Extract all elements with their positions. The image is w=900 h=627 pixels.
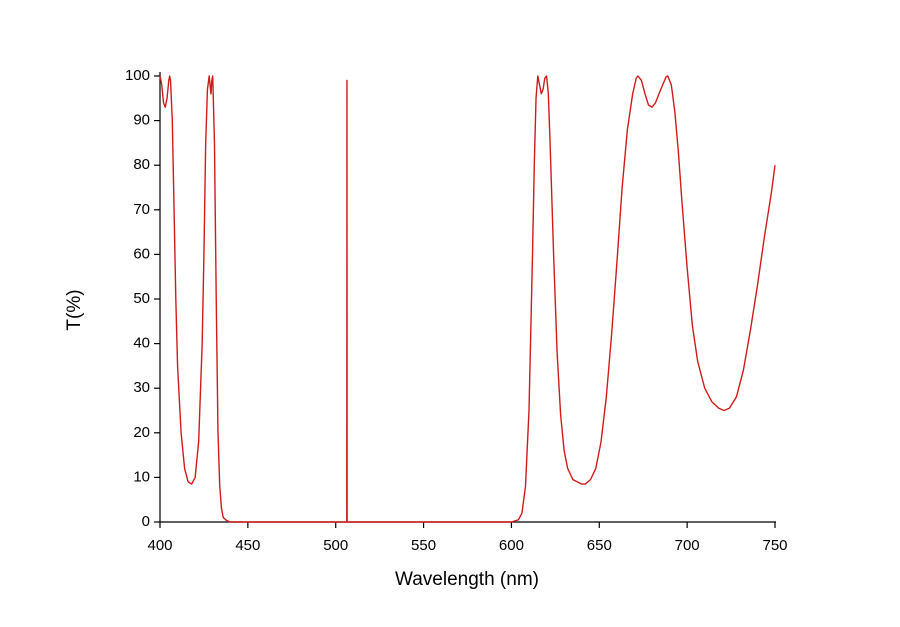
data-line <box>159 75 776 523</box>
x-tick-label: 650 <box>587 537 612 554</box>
x-tick-label: 550 <box>411 537 436 554</box>
x-tick-label: 400 <box>147 537 172 554</box>
x-tick-label: 750 <box>762 537 787 554</box>
x-tick-label: 700 <box>675 537 700 554</box>
x-tick-label: 500 <box>323 537 348 554</box>
y-tick-label: 30 <box>133 379 150 396</box>
y-tick-label: 70 <box>133 201 150 218</box>
x-tick-label: 450 <box>235 537 260 554</box>
y-tick-label: 10 <box>133 468 150 485</box>
y-tick-label: 100 <box>125 67 150 84</box>
x-axis-title: Wavelength (nm) <box>395 569 539 590</box>
y-axis-title: T(%) <box>64 289 85 330</box>
y-tick-label: 0 <box>142 513 150 530</box>
y-tick-label: 20 <box>133 424 150 441</box>
y-tick-label: 50 <box>133 290 150 307</box>
y-tick-label: 40 <box>133 335 150 352</box>
y-tick-label: 60 <box>133 245 150 262</box>
x-tick-label: 600 <box>499 537 524 554</box>
y-tick-label: 90 <box>133 112 150 129</box>
y-tick-label: 80 <box>133 156 150 173</box>
